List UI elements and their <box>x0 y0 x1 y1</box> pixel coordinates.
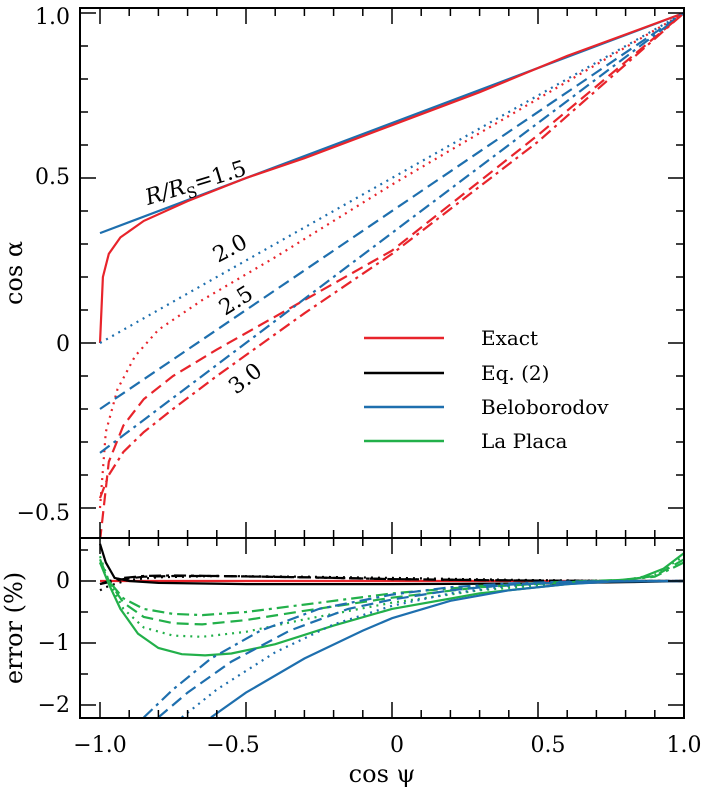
err-tick-label-neg-2: −2 <box>38 693 70 718</box>
bottom-series-la-placa-r1-5 <box>98 552 684 657</box>
y-tick-label-0-5: 0.5 <box>35 165 70 190</box>
x-tick-label-neg-1-0: −1.0 <box>73 733 126 758</box>
top-series-beloborodov-r2 <box>99 12 684 344</box>
legend-label-exact: Exact <box>481 326 538 350</box>
bottom-series-eq-2-r2 <box>99 574 684 592</box>
bottom-panel-lines <box>98 543 684 718</box>
bottom-panel-frame <box>79 537 685 719</box>
bottom-series-la-placa-r3 <box>99 561 684 617</box>
top-series-exact-r2-5 <box>99 12 684 538</box>
y-tick-label-0: 0 <box>56 332 70 357</box>
x-axis-label: cos ψ <box>349 760 416 788</box>
bottom-series-beloborodov-r2-5 <box>157 579 684 718</box>
y-tick-label-neg-0-5: −0.5 <box>17 501 70 526</box>
x-tick-label-neg-0-5: −0.5 <box>206 733 259 758</box>
legend: Exact Eq. (2) Beloborodov La Placa <box>364 326 609 453</box>
err-tick-label-neg-1: −1 <box>38 631 70 656</box>
legend-label-eq2: Eq. (2) <box>481 361 549 385</box>
x-tick-label-1-0: 1.0 <box>667 733 702 758</box>
err-tick-label-0: 0 <box>56 569 70 594</box>
top-series-exact-r3 <box>98 12 684 499</box>
y-axis-label: cos α <box>0 241 28 305</box>
top-panel-frame <box>79 7 685 539</box>
top-series-exact-r1-5 <box>98 11 684 344</box>
annotation-radius-1-5: R/RS=1.5 <box>141 156 250 215</box>
top-series-beloborodov-r3 <box>99 12 684 454</box>
top-series-beloborodov-r2-5 <box>99 12 684 410</box>
x-tick-label-0-5: 0.5 <box>531 733 566 758</box>
top-series-exact-r2 <box>98 12 684 509</box>
bottom-series-beloborodov-r1-5 <box>210 579 684 718</box>
annotation-radius-2-5: 2.5 <box>215 281 258 321</box>
bottom-series-eq-2-r3 <box>99 574 684 586</box>
annotation-radius-3-0: 3.0 <box>224 358 267 399</box>
top-panel-lines <box>98 11 684 538</box>
legend-label-la-placa: La Placa <box>481 429 568 453</box>
y-tick-label-1-0: 1.0 <box>35 5 70 30</box>
x-tick-label-0: 0 <box>390 733 404 758</box>
error-axis-label: error (%) <box>0 572 28 684</box>
axis-ticks <box>80 8 685 718</box>
legend-label-beloborodov: Beloborodov <box>481 395 609 419</box>
annotation-radius-2-0: 2.0 <box>209 230 252 269</box>
bottom-series-beloborodov-r3 <box>143 579 684 718</box>
